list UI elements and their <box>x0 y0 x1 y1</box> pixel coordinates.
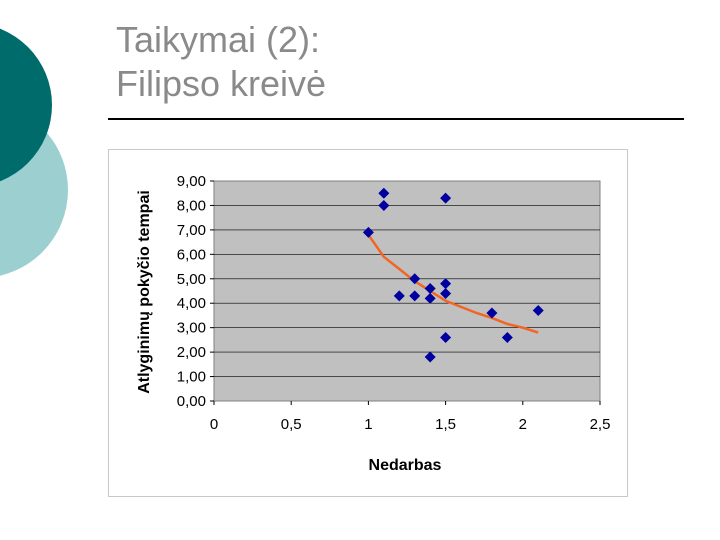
data-point <box>393 290 405 302</box>
data-point <box>440 278 452 290</box>
decor-circle-dark <box>0 28 52 182</box>
data-point <box>501 331 513 343</box>
data-point <box>440 287 452 299</box>
data-point <box>440 192 452 204</box>
data-point <box>378 199 390 211</box>
chart-frame: 0,00 1,00 2,00 3,00 4,00 5,00 6,00 7,00 8,00 9,00… <box>108 149 628 497</box>
slide-title-line1: Taikymai (2): <box>116 19 321 60</box>
data-point <box>424 283 436 295</box>
data-point <box>424 292 436 304</box>
slide-title-line2: Filipso kreivė <box>116 63 327 104</box>
y-tick-label: 9,00 <box>177 173 206 190</box>
data-point <box>409 273 421 285</box>
phillips-curve-chart: 0,00 1,00 2,00 3,00 4,00 5,00 6,00 7,00 8,00 9,00… <box>136 173 611 474</box>
x-tick-label: 1 <box>364 416 372 433</box>
y-tick-label: 7,00 <box>177 222 206 239</box>
data-point <box>378 187 390 199</box>
y-tick-label: 3,00 <box>177 320 206 337</box>
x-tick-label: 1,5 <box>435 416 456 433</box>
y-tick-label: 0,00 <box>177 393 206 410</box>
y-tick-label: 6,00 <box>177 246 206 263</box>
x-tick-label: 2 <box>519 416 527 433</box>
y-tick-label: 4,00 <box>177 295 206 312</box>
plot-area <box>213 180 601 402</box>
x-axis-label: Nedarbas <box>369 457 442 474</box>
y-tick-label: 5,00 <box>177 271 206 288</box>
x-tick-label: 0 <box>210 416 218 433</box>
data-point <box>409 290 421 302</box>
x-tick-label: 2,5 <box>590 416 611 433</box>
data-point <box>440 331 452 343</box>
y-tick-label: 8,00 <box>177 197 206 214</box>
title-underline <box>108 118 684 120</box>
decorative-circles <box>0 28 68 276</box>
y-tick-label: 1,00 <box>177 369 206 386</box>
data-point <box>362 226 374 238</box>
x-tick-label: 0,5 <box>281 416 302 433</box>
data-point <box>424 351 436 363</box>
y-axis-label: Atlyginimų pokyčio tempai <box>136 190 153 394</box>
y-tick-label: 2,00 <box>177 344 206 361</box>
slide-title: Taikymai (2): Filipso kreivė <box>116 18 326 106</box>
trendline <box>367 234 539 334</box>
data-point <box>532 305 544 317</box>
data-point <box>486 307 498 319</box>
